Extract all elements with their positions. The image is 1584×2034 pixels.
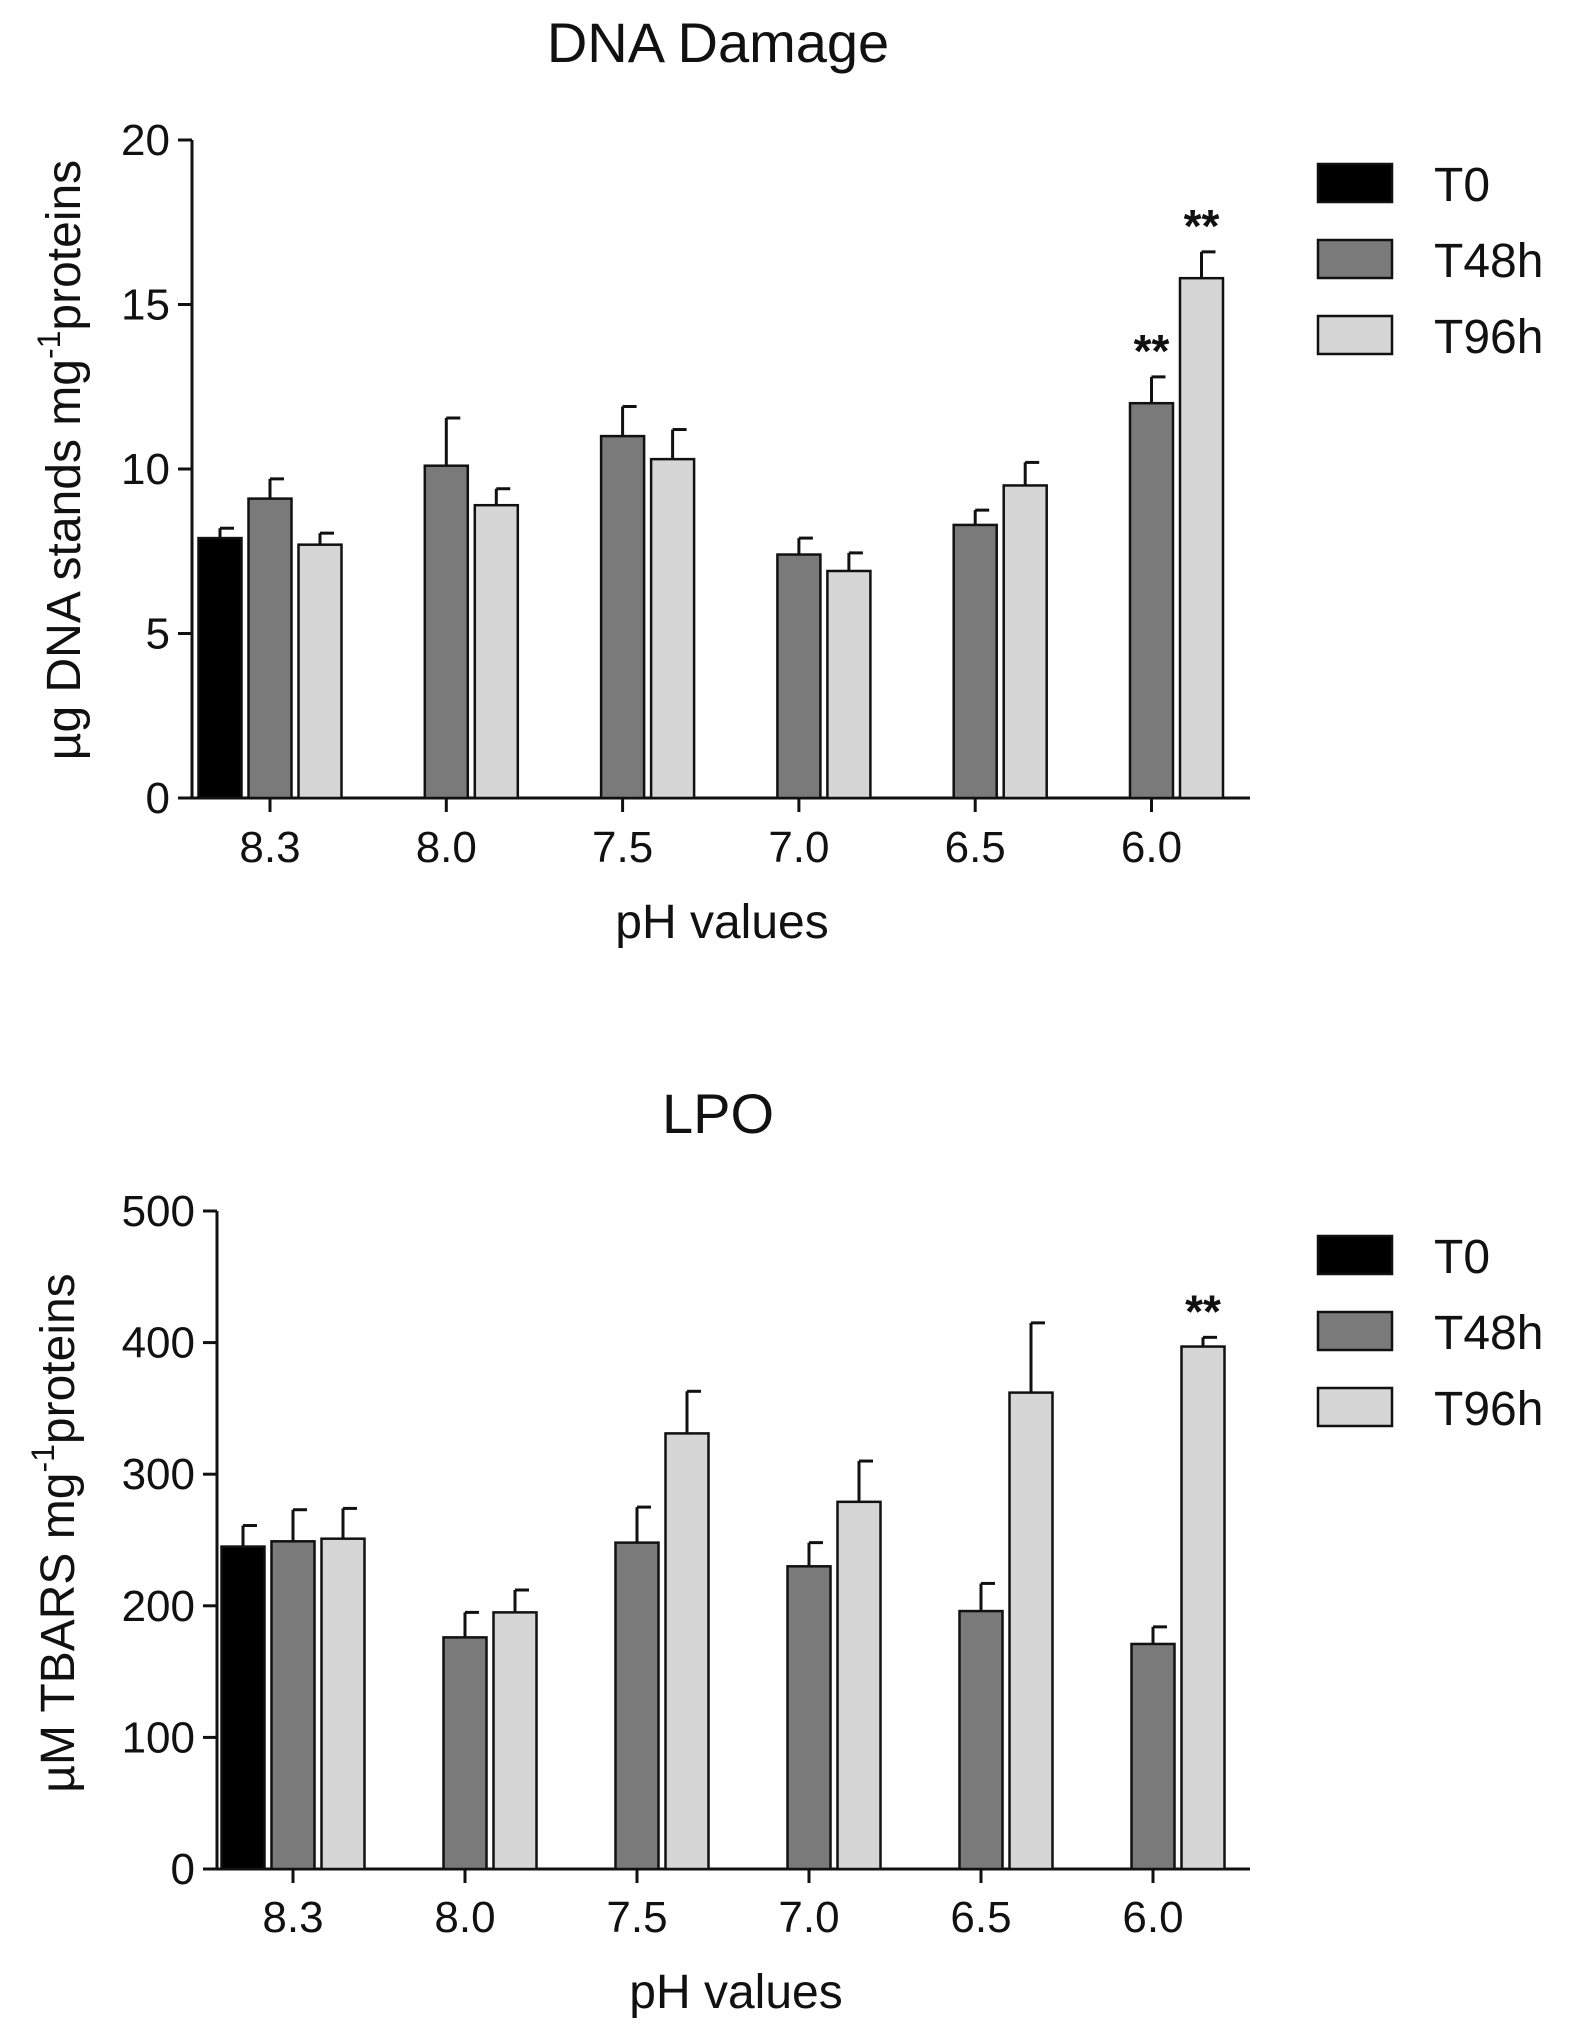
x-tick-label: 6.0 [1122, 1893, 1183, 1942]
bar-t96h-6-5 [1008, 1391, 1054, 1871]
chart-title: DNA Damage [547, 11, 889, 74]
significance-mark: ** [1184, 200, 1220, 252]
bar-t48h-8-3 [247, 497, 293, 800]
bar-t96h-8-0 [473, 503, 520, 800]
bar-t48h-8-0 [423, 464, 470, 800]
x-tick-label: 7.0 [768, 823, 829, 872]
y-tick-label: 0 [146, 774, 170, 823]
bar-t0-8-3 [220, 1545, 266, 1871]
legend-label-t0: T0 [1434, 1231, 1490, 1284]
y-tick-label: 0 [171, 1845, 195, 1894]
y-axis-title-superscript: -1 [31, 331, 67, 359]
y-axis-title-tail: proteins [38, 160, 91, 331]
legend-swatch-t96h [1316, 1386, 1394, 1428]
significance-mark: ** [1185, 1285, 1221, 1337]
legend-label-t48h: T48h [1434, 235, 1543, 288]
legend-swatch-t96h [1316, 314, 1394, 356]
bar-t48h-8-0 [442, 1636, 488, 1871]
legend: T0 T48h T96h [1316, 159, 1543, 364]
significance-mark: ** [1134, 325, 1170, 377]
bar-t48h-6-0 [1130, 1642, 1176, 1871]
plot-area: 0 5 10 15 20 8.3 8.0 7.5 7.0 6.5 6.0 ** ** [121, 116, 1250, 872]
y-tick-label: 500 [122, 1187, 195, 1236]
legend-swatch-t48h [1316, 238, 1394, 280]
bar-t96h-6-0 [1180, 1345, 1226, 1871]
bar-t96h-7-5 [649, 457, 696, 800]
y-tick-label: 300 [122, 1450, 195, 1499]
bar-t96h-8-0 [492, 1611, 538, 1871]
bar-t48h-6-5 [958, 1609, 1004, 1871]
legend-label-t96h: T96h [1434, 311, 1543, 364]
bar-t96h-6-5 [1002, 484, 1048, 800]
legend-swatch-t0 [1316, 162, 1394, 204]
bar-t48h-7-5 [599, 434, 646, 800]
y-axis-title-tail: proteins [32, 1273, 85, 1444]
y-axis-title-text: µM TBARS mg [32, 1473, 85, 1793]
svg-text:µM TBARS mg-1proteins: µM TBARS mg-1proteins [25, 1273, 85, 1792]
legend-label-t48h: T48h [1434, 1307, 1543, 1360]
x-tick-label: 7.0 [778, 1893, 839, 1942]
chart-title: LPO [662, 1082, 774, 1145]
plot-area: 0 100 200 300 400 500 8.3 8.0 7.5 7.0 6.5 6.0 ** [122, 1187, 1250, 1942]
bar-t48h-7-5 [614, 1541, 660, 1871]
bar-t96h-7-0 [836, 1500, 882, 1871]
y-tick-label: 200 [122, 1582, 195, 1631]
y-axis-title: µM TBARS mg-1proteins [25, 1273, 85, 1792]
x-tick-label: 8.3 [239, 823, 300, 872]
x-tick-label: 8.0 [434, 1893, 495, 1942]
x-tick-label: 6.5 [950, 1893, 1011, 1942]
bar-t0-8-3 [197, 536, 243, 800]
x-tick-label: 7.5 [606, 1893, 667, 1942]
x-tick-label: 6.0 [1121, 823, 1182, 872]
legend-swatch-t48h [1316, 1310, 1394, 1352]
bar-t96h-8-3 [320, 1537, 366, 1871]
x-axis-title: pH values [629, 1966, 842, 2019]
legend-label-t96h: T96h [1434, 1383, 1543, 1436]
x-tick-label: 8.0 [416, 823, 477, 872]
bar-t48h-7-0 [776, 553, 822, 800]
bar-t48h-6-0 [1128, 401, 1175, 800]
bar-t48h-7-0 [786, 1565, 832, 1871]
dna-damage-chart: DNA Damage µg DNA stands mg-1proteins pH… [31, 11, 1543, 949]
bar-t96h-7-5 [664, 1432, 710, 1871]
bar-t96h-6-0 [1178, 276, 1225, 800]
legend: T0 T48h T96h [1316, 1231, 1543, 1436]
y-tick-label: 100 [122, 1713, 195, 1762]
y-tick-label: 10 [121, 445, 170, 494]
legend-label-t0: T0 [1434, 159, 1490, 212]
x-tick-label: 8.3 [262, 1893, 323, 1942]
lpo-chart: LPO µM TBARS mg-1proteins pH values 0 100… [25, 1082, 1543, 2019]
x-tick-label: 6.5 [945, 823, 1006, 872]
svg-text:µg DNA stands mg-1proteins: µg DNA stands mg-1proteins [31, 160, 91, 760]
y-tick-label: 20 [121, 116, 170, 165]
y-axis-title-superscript: -1 [25, 1444, 61, 1472]
y-axis-title: µg DNA stands mg-1proteins [31, 160, 91, 760]
y-tick-label: 400 [122, 1319, 195, 1368]
legend-swatch-t0 [1316, 1234, 1394, 1276]
x-tick-label: 7.5 [592, 823, 653, 872]
y-axis-title-text: µg DNA stands mg [38, 359, 91, 760]
bar-t48h-6-5 [952, 523, 998, 800]
y-tick-label: 5 [146, 610, 170, 659]
x-axis-title: pH values [615, 896, 828, 949]
y-tick-label: 15 [121, 281, 170, 330]
bar-t48h-8-3 [270, 1540, 316, 1871]
bar-t96h-8-3 [297, 543, 343, 800]
bar-t96h-7-0 [826, 569, 872, 800]
